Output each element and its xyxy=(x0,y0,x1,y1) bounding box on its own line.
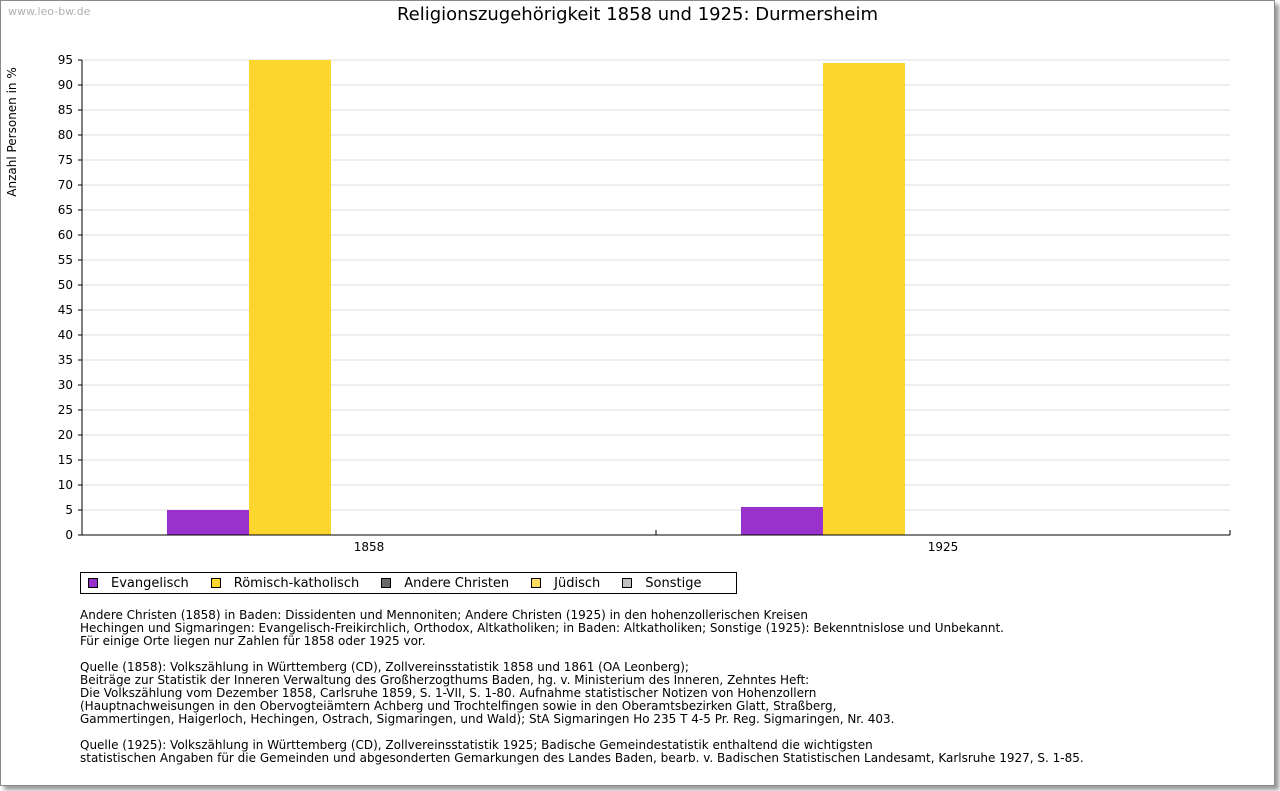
note-paragraph: Quelle (1925): Volkszählung in Württembe… xyxy=(80,739,1084,765)
y-tick-label: 80 xyxy=(58,128,73,142)
bar-r-misch-katholisch-1925 xyxy=(823,63,905,535)
note-line: statistischen Angaben für die Gemeinden … xyxy=(80,751,1084,765)
x-tick-label: 1925 xyxy=(928,540,959,554)
bar-layer xyxy=(167,60,905,535)
legend-swatch xyxy=(88,578,98,588)
y-tick-label: 55 xyxy=(58,253,73,267)
note-paragraph: Andere Christen (1858) in Baden: Disside… xyxy=(80,609,1084,648)
legend-label: Evangelisch xyxy=(111,575,189,591)
bar-r-misch-katholisch-1858 xyxy=(249,60,331,535)
y-tick-label: 50 xyxy=(58,278,73,292)
y-tick-label: 0 xyxy=(65,528,73,542)
chart-title: Religionszugehörigkeit 1858 und 1925: Du… xyxy=(396,4,879,25)
legend-item: Sonstige xyxy=(622,576,701,591)
note-paragraph: Quelle (1858): Volkszählung in Württembe… xyxy=(80,661,1084,726)
y-tick-label: 10 xyxy=(58,478,73,492)
legend-swatch xyxy=(622,578,633,588)
legend-item: Jüdisch xyxy=(531,576,600,591)
note-line: Hechingen und Sigmaringen: Evangelisch-F… xyxy=(80,621,1004,635)
watermark: www.leo-bw.de xyxy=(8,5,91,18)
y-tick-label: 35 xyxy=(58,353,73,367)
y-tick-label: 90 xyxy=(58,78,73,92)
legend: Evangelisch Römisch-katholisch Andere Chri… xyxy=(80,572,737,594)
legend-label: Jüdisch xyxy=(554,575,601,591)
note-line: Quelle (1925): Volkszählung in Württembe… xyxy=(80,738,873,752)
y-tick-label: 40 xyxy=(58,328,73,342)
y-axis-label: Anzahl Personen in % xyxy=(5,67,19,197)
legend-label: Andere Christen xyxy=(404,575,510,591)
note-line: Die Volkszählung vom Dezember 1858, Carl… xyxy=(80,686,817,700)
y-tick-label: 65 xyxy=(58,203,73,217)
y-tick-label: 5 xyxy=(65,503,73,517)
y-tick-label: 85 xyxy=(58,103,73,117)
legend-swatch xyxy=(381,578,392,588)
y-tick-label: 20 xyxy=(58,428,73,442)
axis-layer: 0 5 10 15 20 25 30 35 40 45 50 55 60 65 70 75 80 85 90 95 An… xyxy=(5,53,1231,554)
note-line: Gammertingen, Haigerloch, Hechingen, Ost… xyxy=(80,712,895,726)
legend-item: Römisch-katholisch xyxy=(210,575,360,591)
note-line: Andere Christen (1858) in Baden: Disside… xyxy=(80,608,808,622)
y-tick-label: 25 xyxy=(58,403,73,417)
y-tick-label: 95 xyxy=(58,53,73,67)
legend-item: Evangelisch xyxy=(88,576,189,591)
legend-item: Andere Christen xyxy=(381,576,509,591)
note-line: Beiträge zur Statistik der Inneren Verwa… xyxy=(80,673,810,687)
notes: Andere Christen (1858) in Baden: Disside… xyxy=(80,609,1084,778)
y-tick-label: 75 xyxy=(58,153,73,167)
chart: 0 5 10 15 20 25 30 35 40 45 50 55 60 65 70 75 80 85 90 95 An… xyxy=(5,53,1231,554)
note-line: Für einige Orte liegen nur Zahlen für 18… xyxy=(80,634,426,648)
y-tick-label: 70 xyxy=(58,178,73,192)
y-tick-label: 15 xyxy=(58,453,73,467)
x-tick-label: 1858 xyxy=(354,540,385,554)
legend-swatch xyxy=(531,578,542,588)
legend-label: Römisch-katholisch xyxy=(233,575,360,591)
bar-evangelisch-1925 xyxy=(741,507,823,535)
note-line: (Hauptnachweisungen in den Obervogteiämt… xyxy=(80,699,837,713)
y-tick-label: 60 xyxy=(58,228,73,242)
note-line: Quelle (1858): Volkszählung in Württembe… xyxy=(80,660,689,674)
legend-label: Sonstige xyxy=(645,575,702,591)
bar-evangelisch-1858 xyxy=(167,510,249,535)
y-tick-label: 45 xyxy=(58,303,73,317)
y-tick-label: 30 xyxy=(58,378,73,392)
legend-swatch xyxy=(210,578,221,588)
